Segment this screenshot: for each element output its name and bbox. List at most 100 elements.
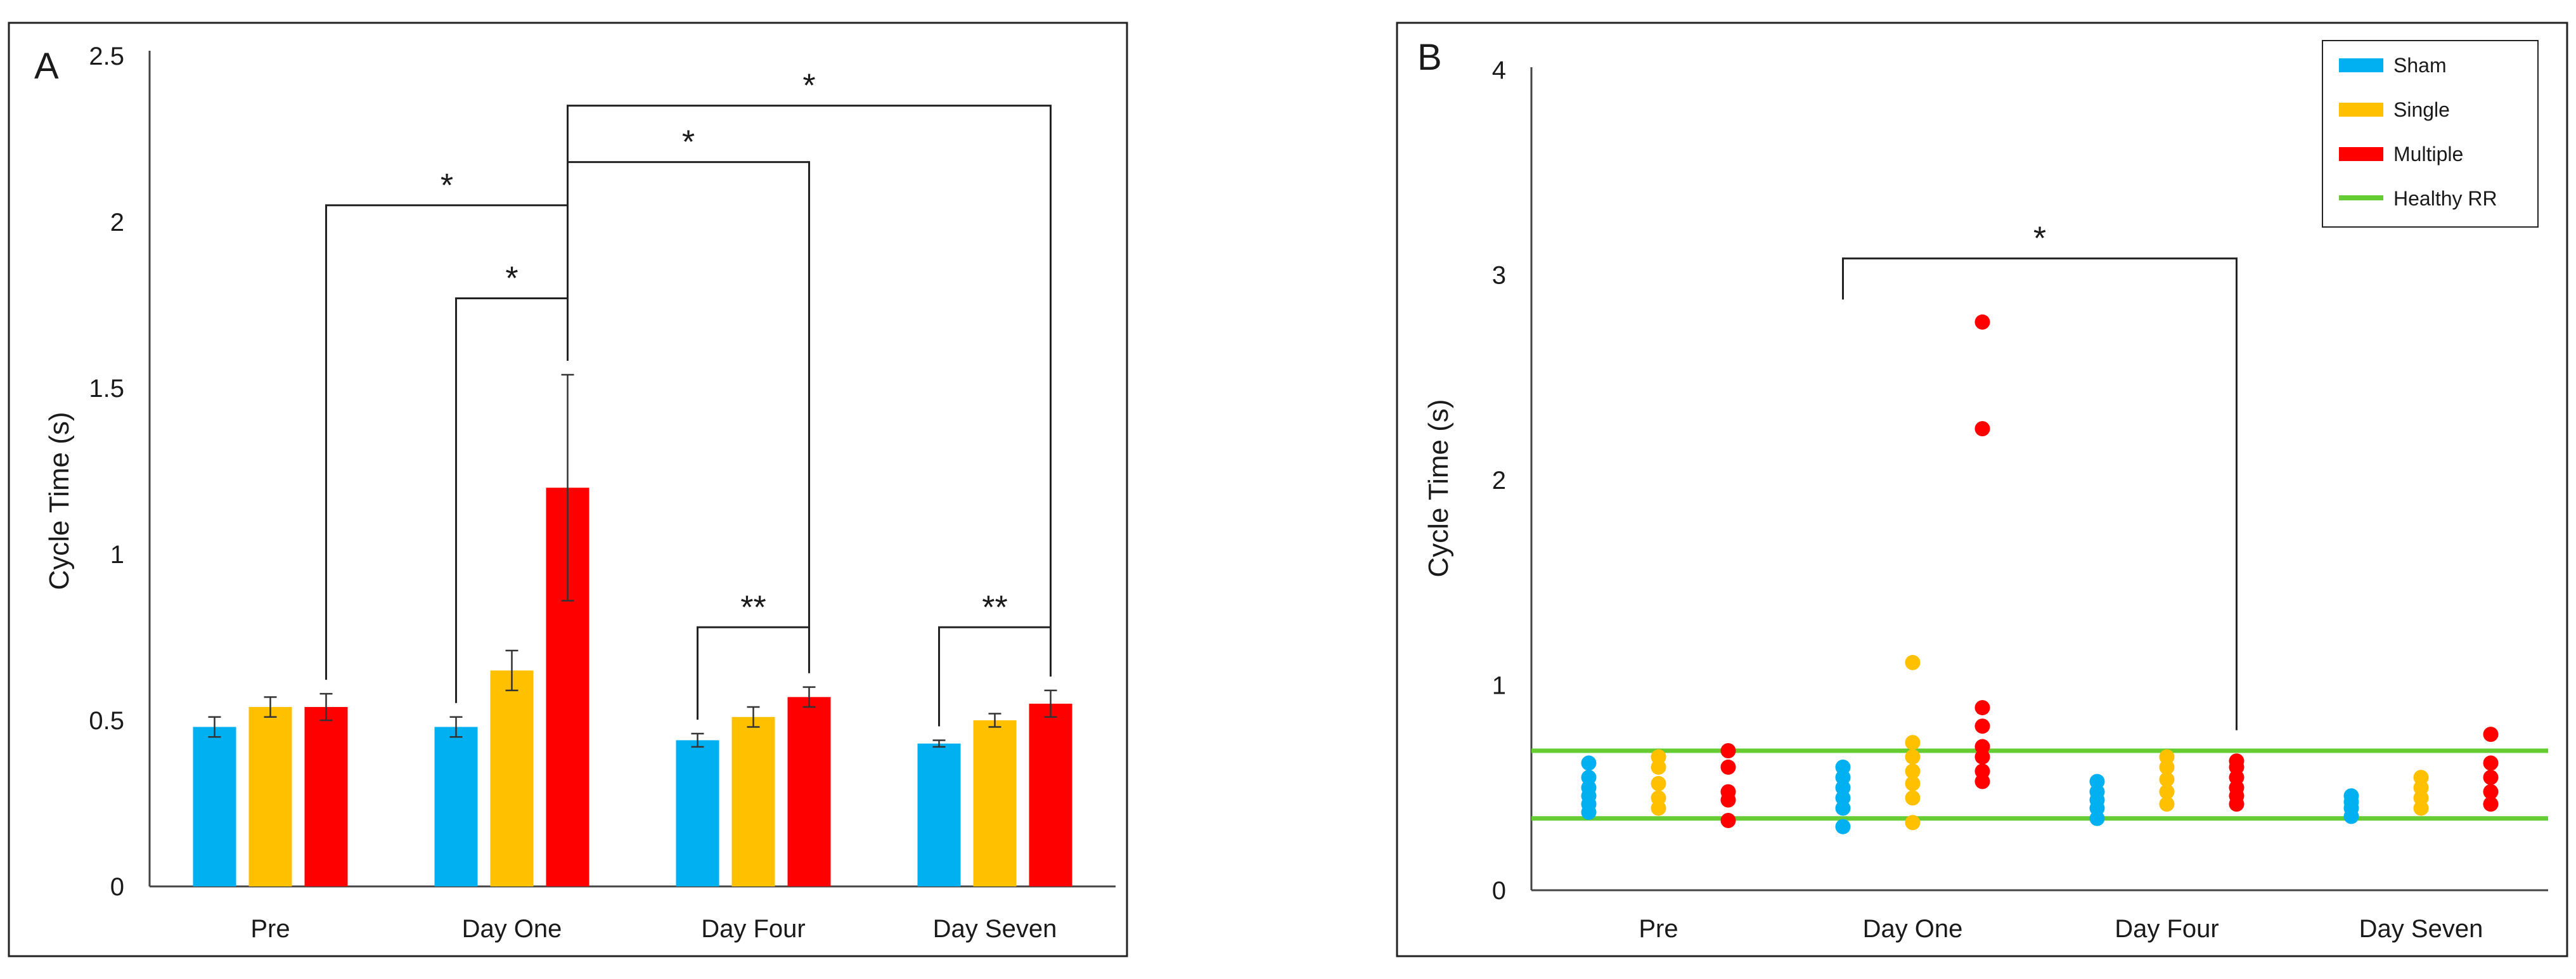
- error-bar-single-day-seven: [988, 713, 1001, 728]
- point-single-day-one: [1905, 763, 1921, 779]
- point-multiple-day-one: [1974, 314, 1990, 330]
- bar-sham-day-one: [434, 727, 478, 886]
- point-multiple-day-four: [2229, 753, 2244, 769]
- point-single-pre: [1651, 749, 1666, 765]
- point-multiple-day-seven: [2483, 755, 2499, 771]
- error-bar-sham-day-seven: [932, 739, 946, 748]
- error-bar-multiple-day-four: [802, 686, 816, 708]
- point-multiple-day-one: [1974, 718, 1990, 734]
- point-multiple-day-one: [1974, 763, 1990, 779]
- legend-swatch-single: [2339, 103, 2383, 117]
- point-multiple-day-one: [1974, 421, 1990, 437]
- significance-label: *: [2033, 221, 2046, 257]
- error-bar-single-day-one: [505, 649, 518, 692]
- panel-a-xtick-label-day-one: Day One: [462, 915, 562, 943]
- significance-bracket-line: [697, 626, 810, 720]
- significance-label: *: [682, 124, 695, 161]
- bar-multiple-pre: [304, 707, 348, 886]
- significance-bracket: [697, 626, 810, 720]
- point-multiple-day-one: [1974, 739, 1990, 755]
- bar-single-pre: [248, 707, 292, 886]
- point-single-day-four: [2159, 784, 2175, 800]
- legend-label-single: Single: [2393, 98, 2450, 121]
- point-multiple-day-seven: [2483, 770, 2499, 786]
- panel-b-ytick-label: 1: [1492, 672, 1506, 700]
- point-sham-day-seven: [2343, 788, 2359, 804]
- bar-multiple-day-seven: [1029, 703, 1072, 886]
- bar-single-day-seven: [973, 720, 1017, 886]
- panel-b-ytick-label: 3: [1492, 262, 1506, 290]
- point-sham-pre: [1581, 770, 1597, 786]
- panel-a-xtick-label-day-four: Day Four: [701, 915, 806, 943]
- panel-a-ylabel: Cycle Time (s): [44, 412, 75, 590]
- point-single-day-one: [1905, 815, 1921, 831]
- error-bar-sham-pre: [208, 716, 221, 738]
- significance-label: *: [802, 68, 815, 105]
- bar-single-day-four: [731, 716, 775, 886]
- significance-label: **: [982, 589, 1007, 626]
- significance-label: *: [505, 261, 518, 297]
- panel-b-plot: 0 1 2 3 4 Pre Day One Day Four Day Seven *: [1492, 56, 2548, 943]
- point-single-pre: [1651, 775, 1666, 791]
- error-bar-sham-day-four: [691, 732, 704, 748]
- panel-b-xtick-label-pre: Pre: [1639, 915, 1678, 943]
- panel-b-ylabel: Cycle Time (s): [1423, 399, 1454, 577]
- panel-b-ytick-label: 0: [1492, 877, 1506, 905]
- error-bar-sham-day-one: [449, 716, 463, 738]
- panel-a-xtick-label-day-seven: Day Seven: [933, 915, 1057, 943]
- error-bar-single-day-four: [747, 706, 760, 728]
- error-bar-multiple-day-seven: [1044, 689, 1057, 718]
- point-single-day-seven: [2413, 770, 2429, 786]
- significance-bracket: [938, 626, 1052, 727]
- point-multiple-pre: [1720, 784, 1736, 800]
- point-single-day-one: [1905, 790, 1921, 806]
- point-sham-day-one: [1835, 759, 1851, 775]
- panel-a-plot: 0 0.5 1 1.5 2 2.5 Pre Day One Day Four Day Seven *…: [89, 42, 1116, 943]
- significance-bracket-line: [1842, 257, 2238, 730]
- legend-label-multiple: Multiple: [2393, 143, 2463, 165]
- panel-b-label: B: [1417, 37, 1442, 78]
- panel-b-ytick-label: 4: [1492, 56, 1506, 84]
- bar-single-day-one: [490, 670, 534, 886]
- point-multiple-pre: [1720, 759, 1736, 775]
- panel-b-xtick-label-day-seven: Day Seven: [2359, 915, 2483, 943]
- point-sham-pre: [1581, 755, 1597, 771]
- panel-a-ytick-label: 0.5: [89, 707, 124, 735]
- point-sham-day-one: [1835, 819, 1851, 834]
- bar-multiple-day-four: [787, 697, 831, 886]
- panel-a-ytick-label: 2.5: [89, 42, 124, 70]
- panel-b-xtick-label-day-one: Day One: [1863, 915, 1963, 943]
- significance-bracket-line: [567, 105, 1052, 677]
- significance-bracket: [567, 105, 1052, 677]
- bar-sham-pre: [193, 727, 236, 886]
- legend-swatch-sham: [2339, 58, 2383, 72]
- panel-a-ytick-label: 0: [110, 873, 124, 901]
- point-single-day-one: [1905, 749, 1921, 765]
- legend-label-sham: Sham: [2393, 54, 2447, 77]
- point-single-day-one: [1905, 735, 1921, 751]
- point-single-day-four: [2159, 749, 2175, 765]
- point-single-day-one: [1905, 654, 1921, 670]
- panel-a-ytick-label: 2: [110, 209, 124, 237]
- point-single-day-four: [2159, 796, 2175, 812]
- point-multiple-pre: [1720, 813, 1736, 829]
- error-bar-multiple-day-one: [561, 373, 574, 602]
- point-multiple-pre: [1720, 743, 1736, 759]
- error-bar-single-pre: [264, 696, 277, 718]
- bar-sham-day-four: [676, 740, 719, 886]
- point-multiple-day-seven: [2483, 796, 2499, 812]
- panel-a-label: A: [34, 46, 59, 87]
- legend-label-healthy-rr: Healthy RR: [2393, 187, 2497, 210]
- significance-label: *: [441, 167, 453, 204]
- point-multiple-day-seven: [2483, 784, 2499, 800]
- point-multiple-day-one: [1974, 700, 1990, 716]
- panel-b-ytick-label: 2: [1492, 467, 1506, 495]
- legend-swatch-multiple: [2339, 147, 2383, 161]
- error-bar-multiple-pre: [319, 692, 333, 722]
- point-multiple-day-seven: [2483, 727, 2499, 742]
- point-sham-day-four: [2089, 774, 2105, 789]
- legend: Sham Single Multiple Healthy RR: [2322, 40, 2539, 228]
- significance-bracket: [1842, 257, 2238, 730]
- point-single-day-four: [2159, 772, 2175, 788]
- panel-a-ytick-label: 1.5: [89, 375, 124, 403]
